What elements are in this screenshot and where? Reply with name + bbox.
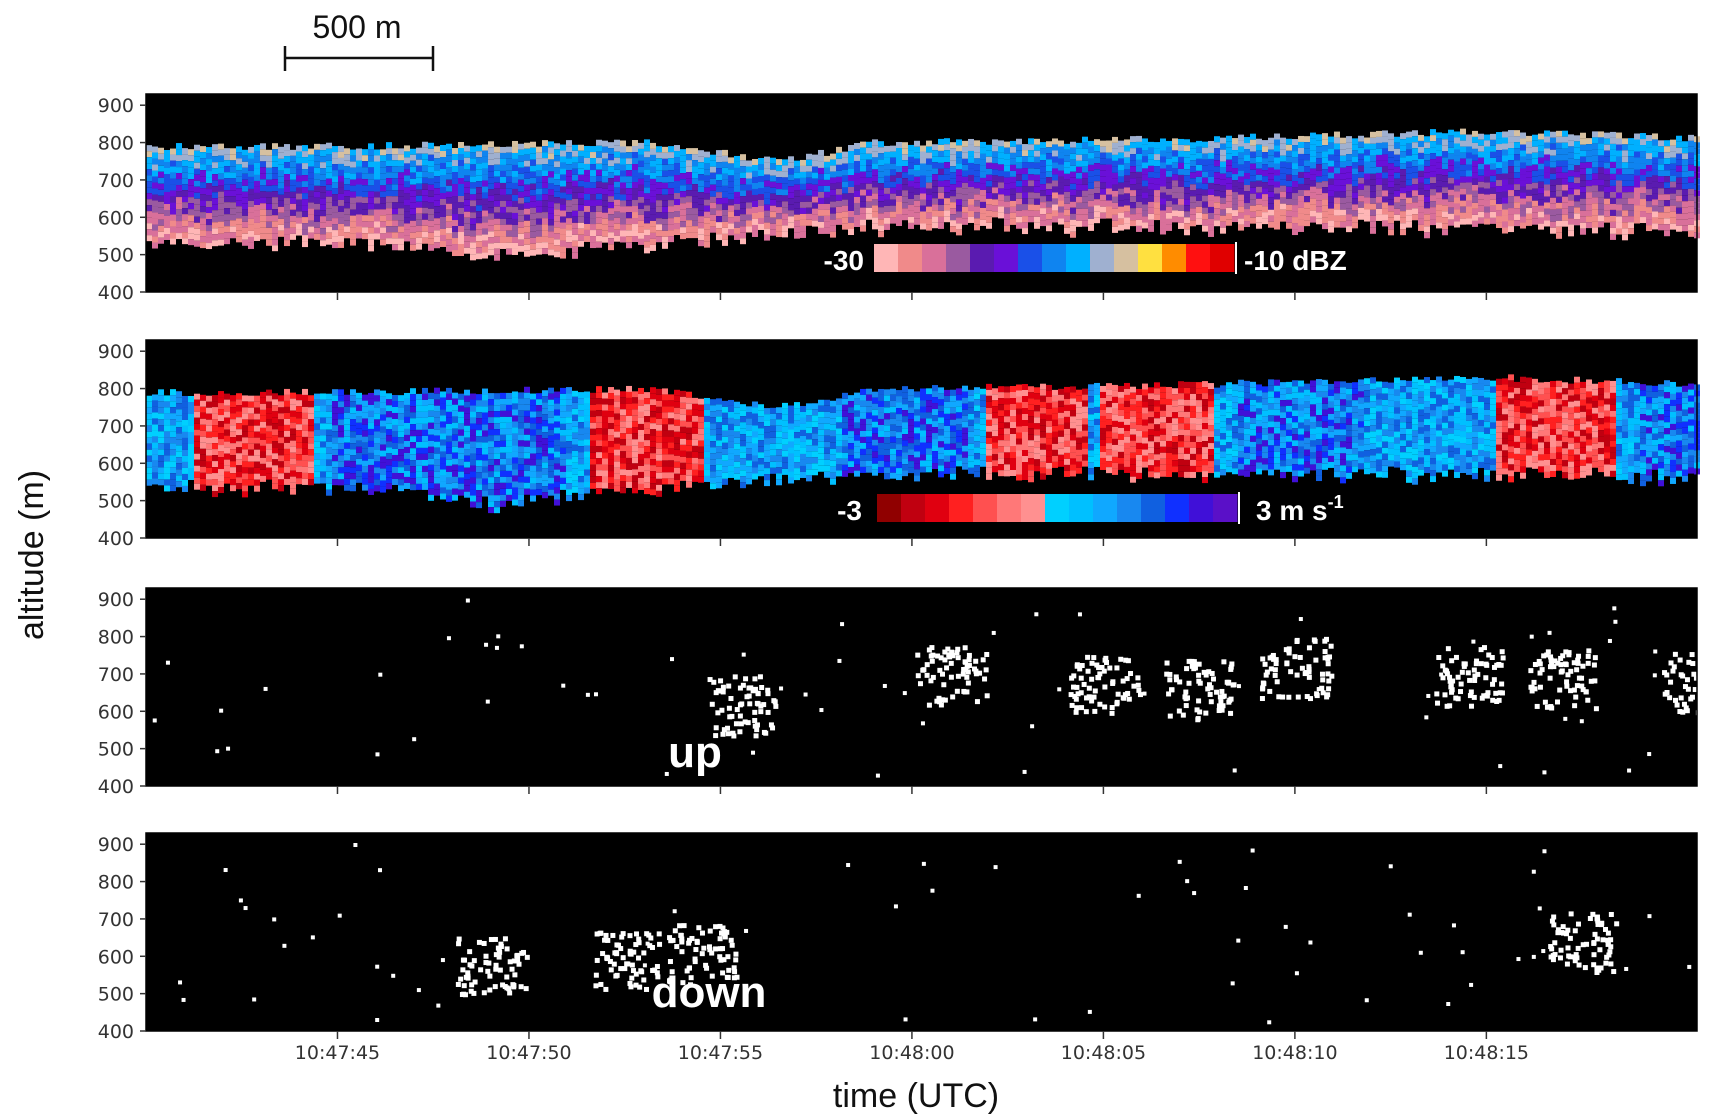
y-tick-label: 700 xyxy=(98,664,134,686)
y-tick-label: 900 xyxy=(98,834,134,856)
colorbar-swatch xyxy=(1186,244,1211,272)
y-tick-label: 400 xyxy=(98,1021,134,1043)
y-tick-label: 800 xyxy=(98,379,134,401)
reflectivity-colorbar: -30 -10 dBZ xyxy=(824,242,1347,276)
velocity-colorbar-min-label: -3 xyxy=(837,495,862,526)
reflectivity-panel: 400 500 600 700 800 900 xyxy=(98,93,1700,304)
colorbar-swatch xyxy=(901,494,926,522)
colorbar-swatch xyxy=(1018,244,1043,272)
downdraft-panel: 400 500 600 700 800 900 10:47:45 10:47:50 10:47:… xyxy=(98,832,1698,1064)
y-tick-label: 600 xyxy=(98,207,134,229)
reflectivity-colorbar-min-label: -30 xyxy=(824,245,864,276)
scale-bar: 500 m xyxy=(283,9,435,71)
colorbar-swatch xyxy=(898,244,923,272)
colorbar-swatch xyxy=(1093,494,1118,522)
velocity-colorbar-max-label: 3 m s xyxy=(1256,495,1328,526)
colorbar-swatch xyxy=(1162,244,1187,272)
y-tick-label: 600 xyxy=(98,946,134,968)
y-tick-label: 500 xyxy=(98,245,134,267)
y-tick-label: 500 xyxy=(98,491,134,513)
x-axis-title: time (UTC) xyxy=(833,1077,999,1115)
colorbar-swatch xyxy=(877,494,902,522)
colorbar-swatch xyxy=(1210,244,1235,272)
x-tick-label: 10:48:15 xyxy=(1444,1042,1529,1064)
colorbar-swatch xyxy=(1165,494,1190,522)
colorbar-swatch xyxy=(994,244,1019,272)
colorbar-swatch xyxy=(1042,244,1067,272)
y-tick-label: 700 xyxy=(98,170,134,192)
y-tick-label: 500 xyxy=(98,984,134,1006)
y-tick-label: 900 xyxy=(98,95,134,117)
velocity-colorbar-max-exponent: -1 xyxy=(1328,492,1344,512)
reflectivity-colorbar-max-label: -10 dBZ xyxy=(1244,245,1347,276)
y-tick-label: 400 xyxy=(98,528,134,550)
colorbar-swatch xyxy=(874,244,899,272)
colorbar-swatch xyxy=(973,494,998,522)
x-tick-label: 10:48:00 xyxy=(869,1042,954,1064)
heatmap-cells xyxy=(146,374,1700,514)
colorbar-swatch xyxy=(970,244,995,272)
colorbar-swatch xyxy=(949,494,974,522)
y-tick-label: 800 xyxy=(98,627,134,649)
y-tick-label: 600 xyxy=(98,701,134,723)
up-label: up xyxy=(668,728,722,777)
colorbar-swatch xyxy=(1117,494,1142,522)
colorbar-swatch xyxy=(1138,244,1163,272)
colorbar-swatch xyxy=(1045,494,1070,522)
colorbar-swatch xyxy=(922,244,947,272)
y-tick-label: 400 xyxy=(98,776,134,798)
down-label: down xyxy=(652,968,767,1017)
heatmap-cells xyxy=(146,128,1700,261)
y-tick-label: 500 xyxy=(98,739,134,761)
colorbar-swatch xyxy=(1090,244,1115,272)
heatmap-cells xyxy=(152,598,1709,778)
plot-area xyxy=(146,833,1697,1031)
plot-area xyxy=(146,588,1697,786)
velocity-colorbar: -3 3 m s-1 xyxy=(837,492,1344,526)
colorbar-swatch xyxy=(997,494,1022,522)
colorbar-swatch xyxy=(925,494,950,522)
colorbar-swatch xyxy=(1066,244,1091,272)
y-tick-label: 700 xyxy=(98,909,134,931)
y-axis-title: altitude (m) xyxy=(13,470,51,640)
velocity-panel: 400 500 600 700 800 900 xyxy=(98,339,1700,550)
colorbar-swatch xyxy=(1114,244,1139,272)
colorbar-swatch xyxy=(1069,494,1094,522)
y-tick-label: 600 xyxy=(98,453,134,475)
y-tick-label: 800 xyxy=(98,872,134,894)
colorbar-swatch xyxy=(1021,494,1046,522)
y-tick-label: 900 xyxy=(98,589,134,611)
x-tick-label: 10:47:50 xyxy=(486,1042,571,1064)
y-tick-label: 900 xyxy=(98,341,134,363)
y-tick-label: 700 xyxy=(98,416,134,438)
heatmap-cells xyxy=(178,843,1692,1025)
x-tick-label: 10:48:10 xyxy=(1252,1042,1337,1064)
colorbar-swatch xyxy=(1213,494,1238,522)
colorbar-swatch xyxy=(946,244,971,272)
x-tick-label: 10:48:05 xyxy=(1061,1042,1146,1064)
y-tick-label: 800 xyxy=(98,133,134,155)
colorbar-swatch xyxy=(1189,494,1214,522)
x-tick-label: 10:47:45 xyxy=(295,1042,380,1064)
updraft-panel: 400 500 600 700 800 900 xyxy=(98,587,1709,798)
scale-bar-label: 500 m xyxy=(313,9,402,45)
y-tick-label: 400 xyxy=(98,282,134,304)
x-tick-label: 10:47:55 xyxy=(678,1042,763,1064)
colorbar-swatch xyxy=(1141,494,1166,522)
